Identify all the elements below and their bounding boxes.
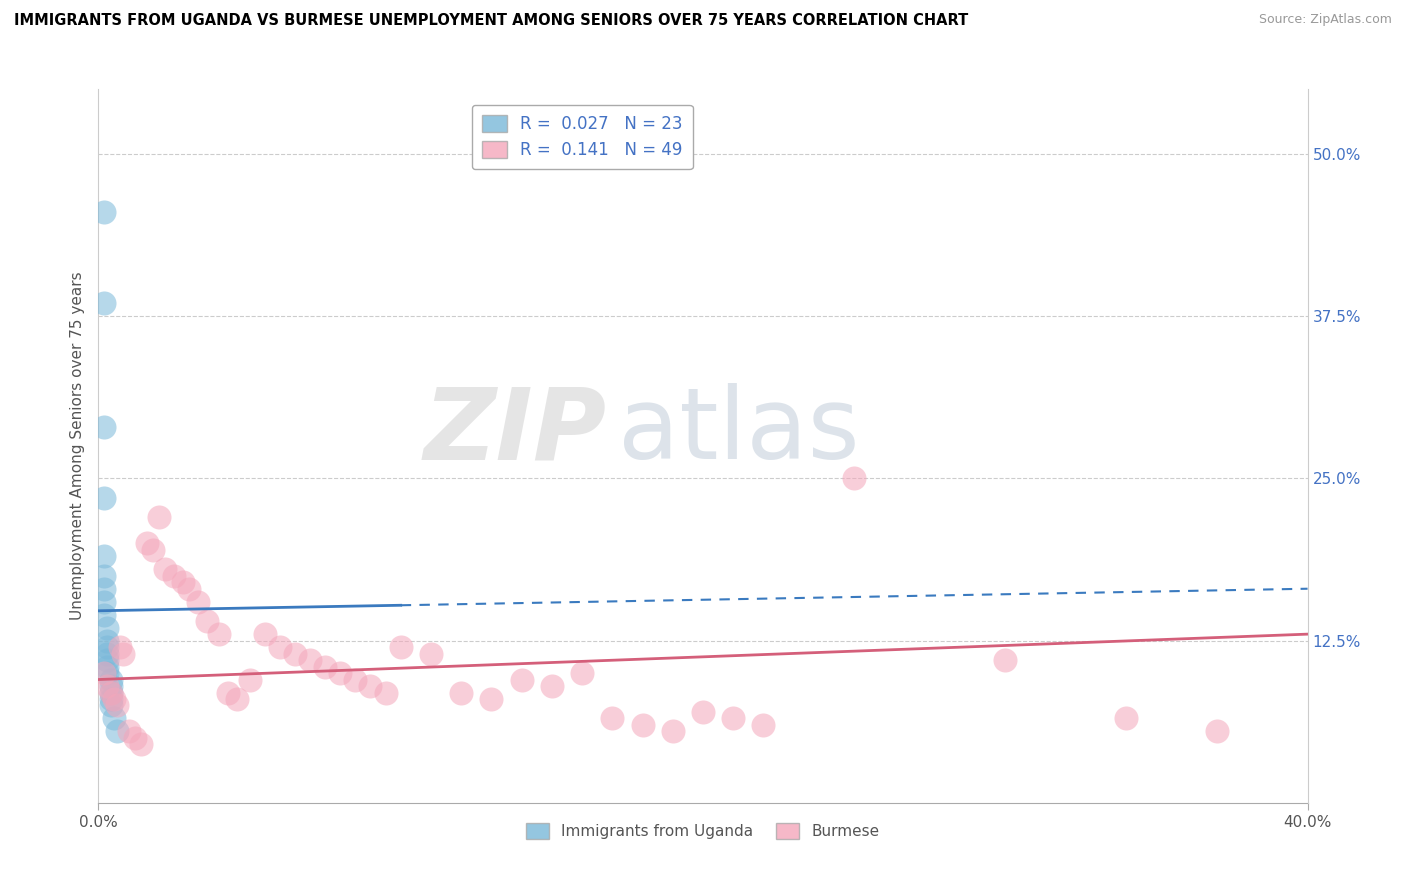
Point	[172, 575, 194, 590]
Point	[602, 711, 624, 725]
Point	[217, 685, 239, 699]
Point	[360, 679, 382, 693]
Point	[329, 666, 352, 681]
Point	[1115, 711, 1137, 725]
Point	[752, 718, 775, 732]
Point	[93, 582, 115, 596]
Point	[723, 711, 745, 725]
Point	[93, 607, 115, 622]
Point	[187, 595, 209, 609]
Point	[1206, 724, 1229, 739]
Point	[108, 640, 131, 654]
Point	[96, 633, 118, 648]
Point	[142, 542, 165, 557]
Point	[239, 673, 262, 687]
Point	[135, 536, 157, 550]
Point	[420, 647, 443, 661]
Point	[344, 673, 367, 687]
Point	[226, 692, 249, 706]
Point	[93, 491, 115, 505]
Point	[692, 705, 714, 719]
Point	[96, 679, 118, 693]
Point	[100, 685, 122, 699]
Point	[100, 679, 122, 693]
Point	[93, 595, 115, 609]
Point	[571, 666, 593, 681]
Point	[111, 647, 134, 661]
Point	[96, 653, 118, 667]
Point	[208, 627, 231, 641]
Point	[100, 673, 122, 687]
Y-axis label: Unemployment Among Seniors over 75 years: Unemployment Among Seniors over 75 years	[69, 272, 84, 620]
Point	[105, 724, 128, 739]
Point	[510, 673, 533, 687]
Point	[105, 698, 128, 713]
Point	[124, 731, 146, 745]
Point	[93, 549, 115, 564]
Point	[163, 568, 186, 582]
Point	[93, 419, 115, 434]
Point	[179, 582, 201, 596]
Point	[450, 685, 472, 699]
Point	[96, 640, 118, 654]
Point	[103, 692, 125, 706]
Point	[994, 653, 1017, 667]
Point	[100, 692, 122, 706]
Point	[481, 692, 503, 706]
Point	[284, 647, 307, 661]
Point	[631, 718, 654, 732]
Text: Source: ZipAtlas.com: Source: ZipAtlas.com	[1258, 13, 1392, 27]
Point	[314, 659, 336, 673]
Point	[153, 562, 176, 576]
Point	[100, 685, 122, 699]
Point	[844, 471, 866, 485]
Point	[96, 666, 118, 681]
Point	[389, 640, 412, 654]
Point	[118, 724, 141, 739]
Point	[374, 685, 396, 699]
Point	[96, 659, 118, 673]
Point	[540, 679, 562, 693]
Point	[299, 653, 322, 667]
Point	[93, 205, 115, 219]
Point	[100, 698, 122, 713]
Point	[253, 627, 276, 641]
Point	[148, 510, 170, 524]
Point	[96, 647, 118, 661]
Point	[93, 568, 115, 582]
Point	[103, 711, 125, 725]
Point	[269, 640, 291, 654]
Point	[93, 296, 115, 310]
Legend: Immigrants from Uganda, Burmese: Immigrants from Uganda, Burmese	[520, 817, 886, 845]
Point	[93, 666, 115, 681]
Text: IMMIGRANTS FROM UGANDA VS BURMESE UNEMPLOYMENT AMONG SENIORS OVER 75 YEARS CORRE: IMMIGRANTS FROM UGANDA VS BURMESE UNEMPL…	[14, 13, 969, 29]
Point	[661, 724, 683, 739]
Text: ZIP: ZIP	[423, 384, 606, 480]
Point	[96, 621, 118, 635]
Text: atlas: atlas	[619, 384, 860, 480]
Point	[195, 614, 218, 628]
Point	[129, 738, 152, 752]
